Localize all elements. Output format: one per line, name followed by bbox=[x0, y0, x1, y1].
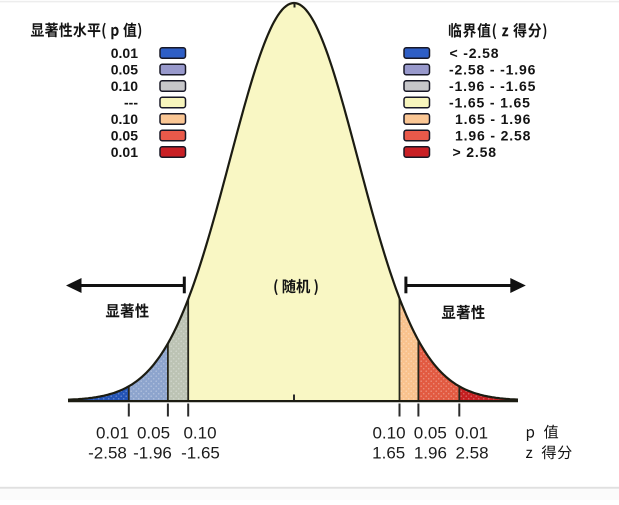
svg-text:> 2.58: > 2.58 bbox=[453, 144, 497, 160]
svg-text:0.01: 0.01 bbox=[96, 424, 129, 443]
svg-text:< -2.58: < -2.58 bbox=[450, 45, 500, 61]
svg-text:-1.65 - 1.65: -1.65 - 1.65 bbox=[449, 95, 531, 111]
svg-text:1.65: 1.65 bbox=[372, 444, 405, 463]
svg-text:-1.96 - -1.65: -1.96 - -1.65 bbox=[449, 78, 536, 94]
svg-text:0.05: 0.05 bbox=[111, 62, 138, 78]
svg-text:-1.96: -1.96 bbox=[133, 444, 172, 463]
svg-text:0.05: 0.05 bbox=[111, 128, 138, 144]
svg-text:0.10: 0.10 bbox=[111, 111, 138, 127]
svg-text:0.10: 0.10 bbox=[111, 78, 138, 94]
svg-text:1.96: 1.96 bbox=[414, 444, 447, 463]
svg-text:---: --- bbox=[124, 95, 138, 111]
svg-text:-1.65: -1.65 bbox=[181, 444, 220, 463]
svg-text:2.58: 2.58 bbox=[455, 444, 488, 463]
svg-text:0.01: 0.01 bbox=[111, 45, 138, 61]
svg-text:0.05: 0.05 bbox=[414, 424, 447, 443]
svg-text:1.65 - 1.96: 1.65 - 1.96 bbox=[455, 111, 531, 127]
svg-text:-2.58: -2.58 bbox=[88, 444, 127, 463]
svg-text:0.01: 0.01 bbox=[111, 144, 138, 160]
svg-text:0.10: 0.10 bbox=[183, 424, 216, 443]
svg-text:1.96 - 2.58: 1.96 - 2.58 bbox=[455, 128, 531, 144]
svg-text:0.05: 0.05 bbox=[137, 424, 170, 443]
svg-text:0.10: 0.10 bbox=[372, 424, 405, 443]
svg-text:-2.58 - -1.96: -2.58 - -1.96 bbox=[449, 62, 536, 78]
svg-text:0.01: 0.01 bbox=[455, 424, 488, 443]
